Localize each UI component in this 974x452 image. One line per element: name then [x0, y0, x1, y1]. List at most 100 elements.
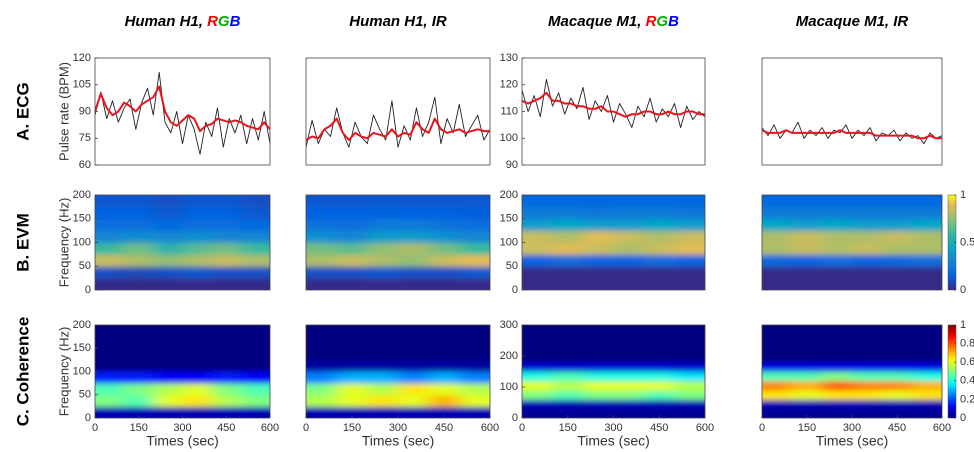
y-tick-label: 100: [73, 236, 91, 248]
heat-cell: [459, 230, 490, 243]
heat-cell: [428, 359, 460, 372]
heat-cell: [552, 195, 584, 208]
heat-cell: [336, 325, 368, 338]
heat-cell: [95, 406, 125, 418]
colorbar-tick-label: 1: [960, 189, 966, 201]
heat-cell: [674, 352, 705, 363]
colorbar: [947, 324, 957, 419]
heat-cell: [613, 242, 645, 255]
heat-cell: [852, 334, 883, 345]
plot-area: [95, 71, 270, 155]
heat-cell: [459, 325, 490, 338]
heat-cell: [792, 352, 823, 363]
heat-cell: [522, 334, 553, 345]
heat-cell: [552, 230, 584, 243]
heat-cell: [124, 406, 154, 418]
heat-cell: [211, 206, 242, 220]
heat-cell: [792, 218, 823, 232]
heat-cell: [153, 242, 183, 255]
heat-cell: [95, 348, 125, 361]
heat-cell: [822, 399, 853, 410]
column-title: Human H1, IR: [349, 13, 447, 30]
heat-cell: [644, 399, 675, 410]
heat-cell: [306, 359, 338, 372]
heat-cell: [398, 371, 430, 384]
heat-cell: [336, 230, 368, 243]
heat-cell: [644, 362, 675, 372]
heat-cell: [459, 383, 490, 396]
title-segment: R: [207, 13, 218, 30]
heat-cell: [583, 362, 614, 372]
heat-cell: [306, 371, 338, 384]
y-tick-label: 50: [79, 389, 91, 401]
colorbar-tick-label: 0.8: [960, 338, 974, 350]
heat-cell: [882, 380, 913, 391]
heat-cell: [762, 278, 793, 290]
heat-cell: [613, 254, 645, 267]
heat-cell: [882, 195, 913, 208]
y-tick-label: 90: [79, 105, 91, 117]
heat-cell: [124, 242, 154, 255]
heat-cell: [644, 206, 675, 220]
heat-cell: [182, 218, 213, 232]
y-tick-label: 100: [500, 236, 518, 248]
heat-cell: [398, 348, 430, 361]
heat-cell: [644, 254, 675, 267]
heat-cell: [211, 371, 242, 384]
heat-cell: [124, 371, 154, 384]
y-tick-label: 200: [73, 189, 91, 201]
heat-cell: [95, 242, 125, 255]
heat-cell: [124, 195, 154, 208]
heat-cell: [95, 266, 125, 279]
heat-cell: [674, 266, 705, 279]
heat-cell: [306, 348, 338, 361]
heat-cell: [95, 383, 125, 396]
axes-frame: [305, 194, 491, 291]
title-segment: Macaque M1,: [548, 13, 646, 30]
x-tick-label: 300: [843, 422, 861, 434]
heat-cell: [882, 371, 913, 382]
heat-cell: [792, 362, 823, 372]
heat-cell: [762, 343, 793, 354]
heat-cell: [852, 343, 883, 354]
heat-cell: [367, 383, 399, 396]
x-tick-label: 600: [933, 422, 951, 434]
heat-cell: [912, 352, 942, 363]
heat-cell: [583, 408, 614, 418]
heat-cell: [852, 242, 883, 255]
heat-cell: [336, 371, 368, 384]
heat-cell: [762, 242, 793, 255]
heat-cell: [522, 230, 553, 243]
heat-cell: [336, 254, 368, 267]
heat-cell: [852, 206, 883, 220]
heat-cell: [822, 206, 853, 220]
heat-cell: [367, 218, 399, 232]
x-tick-label: 450: [435, 422, 453, 434]
heat-cell: [644, 230, 675, 243]
heat-cell: [182, 359, 213, 372]
heat-cell: [182, 348, 213, 361]
heat-cell: [822, 195, 853, 208]
heat-cell: [398, 325, 430, 338]
heat-cell: [459, 406, 490, 418]
plot-area: [762, 121, 942, 145]
heat-cell: [522, 325, 553, 335]
heat-cell: [306, 406, 338, 418]
heat-cell: [882, 390, 913, 400]
row-label: B. EVM: [13, 213, 32, 272]
y-tick-label: 120: [500, 79, 518, 91]
heat-cell: [552, 343, 584, 354]
heat-cell: [153, 254, 183, 267]
heat-cell: [583, 325, 614, 335]
heat-cell: [398, 394, 430, 407]
heat-cell: [211, 406, 242, 418]
heat-cell: [240, 230, 270, 243]
heat-cell: [644, 390, 675, 400]
heat-cell: [459, 394, 490, 407]
heat-cell: [367, 254, 399, 267]
heat-cell: [822, 408, 853, 418]
heat-cell: [644, 343, 675, 354]
heat-cell: [882, 408, 913, 418]
heat-cell: [674, 390, 705, 400]
heat-cell: [428, 278, 460, 290]
